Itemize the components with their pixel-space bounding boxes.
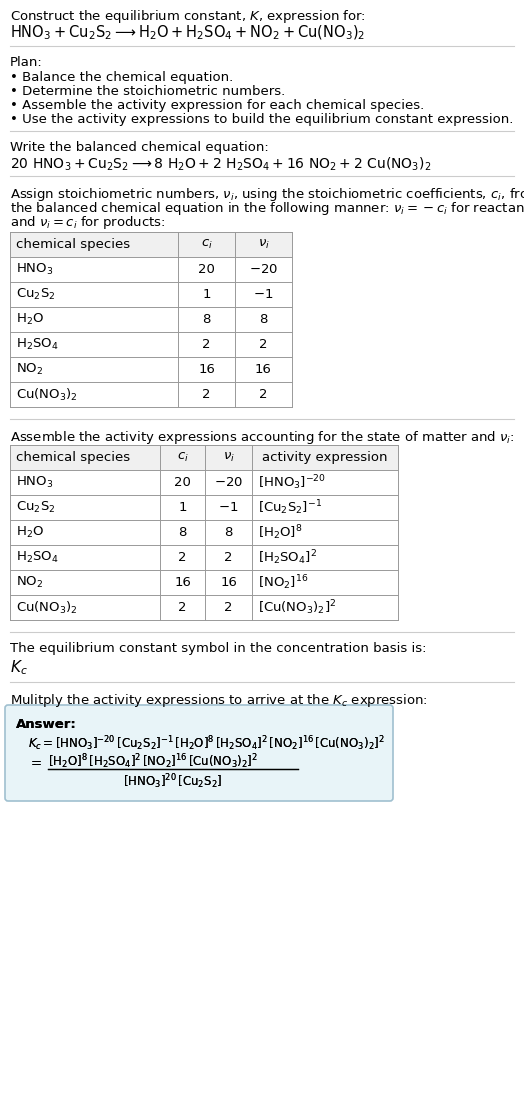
Text: $K_c = [\mathrm{HNO_3}]^{-20}\,[\mathrm{Cu_2S_2}]^{-1}\,[\mathrm{H_2O}]^{8}\,[\m: $K_c = [\mathrm{HNO_3}]^{-20}\,[\mathrm{… bbox=[28, 734, 385, 753]
Text: 16: 16 bbox=[198, 364, 215, 376]
Text: The equilibrium constant symbol in the concentration basis is:: The equilibrium constant symbol in the c… bbox=[10, 642, 427, 655]
Bar bbox=[10, 232, 292, 257]
Text: 2: 2 bbox=[202, 338, 211, 351]
Text: $\mathrm{Cu(NO_3)_2}$: $\mathrm{Cu(NO_3)_2}$ bbox=[16, 387, 78, 402]
Text: $[\mathrm{H_2O}]^{8}$: $[\mathrm{H_2O}]^{8}$ bbox=[258, 523, 302, 541]
Text: 20: 20 bbox=[198, 263, 215, 276]
Text: 2: 2 bbox=[178, 601, 187, 614]
Text: Write the balanced chemical equation:: Write the balanced chemical equation: bbox=[10, 141, 269, 154]
Text: $\nu_i$: $\nu_i$ bbox=[257, 238, 269, 251]
Text: Construct the equilibrium constant, $K$, expression for:: Construct the equilibrium constant, $K$,… bbox=[10, 8, 366, 25]
Text: 2: 2 bbox=[178, 551, 187, 564]
Text: 16: 16 bbox=[174, 576, 191, 589]
Bar bbox=[10, 445, 398, 470]
Text: $-1$: $-1$ bbox=[253, 288, 274, 301]
Text: $[\mathrm{HNO_3}]^{20}\,[\mathrm{Cu_2S_2}]$: $[\mathrm{HNO_3}]^{20}\,[\mathrm{Cu_2S_2… bbox=[123, 772, 223, 791]
Text: chemical species: chemical species bbox=[16, 451, 130, 464]
Text: $\mathrm{HNO_3 + Cu_2S_2 \longrightarrow H_2O + H_2SO_4 + NO_2 + Cu(NO_3)_2}$: $\mathrm{HNO_3 + Cu_2S_2 \longrightarrow… bbox=[10, 24, 365, 42]
Text: 1: 1 bbox=[202, 288, 211, 301]
Text: $[\mathrm{HNO_3}]^{20}\,[\mathrm{Cu_2S_2}]$: $[\mathrm{HNO_3}]^{20}\,[\mathrm{Cu_2S_2… bbox=[123, 772, 223, 791]
Text: $\mathrm{NO_2}$: $\mathrm{NO_2}$ bbox=[16, 362, 43, 377]
Text: 2: 2 bbox=[224, 551, 233, 564]
Text: $\mathrm{H_2SO_4}$: $\mathrm{H_2SO_4}$ bbox=[16, 337, 59, 352]
Text: 8: 8 bbox=[202, 313, 211, 326]
Text: 16: 16 bbox=[255, 364, 272, 376]
Text: $\mathrm{Cu_2S_2}$: $\mathrm{Cu_2S_2}$ bbox=[16, 287, 56, 302]
Text: $[\mathrm{HNO_3}]^{-20}$: $[\mathrm{HNO_3}]^{-20}$ bbox=[258, 473, 326, 492]
FancyBboxPatch shape bbox=[5, 705, 393, 801]
Text: 20: 20 bbox=[174, 476, 191, 490]
Text: $[\mathrm{H_2O}]^{8}\,[\mathrm{H_2SO_4}]^{2}\,[\mathrm{NO_2}]^{16}\,[\mathrm{Cu(: $[\mathrm{H_2O}]^{8}\,[\mathrm{H_2SO_4}]… bbox=[48, 753, 258, 770]
Text: Answer:: Answer: bbox=[16, 718, 77, 732]
Text: $=$: $=$ bbox=[28, 756, 42, 768]
Text: Assemble the activity expressions accounting for the state of matter and $\nu_i$: Assemble the activity expressions accoun… bbox=[10, 429, 515, 446]
Text: and $\nu_i = c_i$ for products:: and $\nu_i = c_i$ for products: bbox=[10, 214, 166, 231]
Text: $[\mathrm{Cu_2S_2}]^{-1}$: $[\mathrm{Cu_2S_2}]^{-1}$ bbox=[258, 498, 322, 517]
Text: $\mathrm{H_2SO_4}$: $\mathrm{H_2SO_4}$ bbox=[16, 550, 59, 565]
Text: • Balance the chemical equation.: • Balance the chemical equation. bbox=[10, 71, 233, 84]
Text: Answer:: Answer: bbox=[16, 718, 77, 732]
Text: $\mathrm{H_2O}$: $\mathrm{H_2O}$ bbox=[16, 312, 44, 327]
Text: • Use the activity expressions to build the equilibrium constant expression.: • Use the activity expressions to build … bbox=[10, 113, 514, 126]
Text: $-20$: $-20$ bbox=[249, 263, 278, 276]
Text: $\mathrm{HNO_3}$: $\mathrm{HNO_3}$ bbox=[16, 262, 53, 277]
Text: $[\mathrm{H_2O}]^{8}\,[\mathrm{H_2SO_4}]^{2}\,[\mathrm{NO_2}]^{16}\,[\mathrm{Cu(: $[\mathrm{H_2O}]^{8}\,[\mathrm{H_2SO_4}]… bbox=[48, 753, 258, 770]
Text: activity expression: activity expression bbox=[262, 451, 388, 464]
Text: $K_c$: $K_c$ bbox=[10, 657, 28, 676]
Text: 1: 1 bbox=[178, 501, 187, 514]
Text: the balanced chemical equation in the following manner: $\nu_i = -c_i$ for react: the balanced chemical equation in the fo… bbox=[10, 200, 524, 217]
Text: Mulitply the activity expressions to arrive at the $K_c$ expression:: Mulitply the activity expressions to arr… bbox=[10, 692, 428, 709]
Text: • Determine the stoichiometric numbers.: • Determine the stoichiometric numbers. bbox=[10, 85, 285, 98]
Text: $=$: $=$ bbox=[28, 756, 42, 768]
Text: Plan:: Plan: bbox=[10, 56, 43, 69]
Text: $[\mathrm{NO_2}]^{16}$: $[\mathrm{NO_2}]^{16}$ bbox=[258, 573, 308, 592]
Text: $\mathrm{NO_2}$: $\mathrm{NO_2}$ bbox=[16, 575, 43, 590]
Text: 16: 16 bbox=[220, 576, 237, 589]
Text: $\mathrm{H_2O}$: $\mathrm{H_2O}$ bbox=[16, 525, 44, 540]
Text: $\mathrm{HNO_3}$: $\mathrm{HNO_3}$ bbox=[16, 475, 53, 490]
Text: $[\mathrm{Cu(NO_3)_2}]^{2}$: $[\mathrm{Cu(NO_3)_2}]^{2}$ bbox=[258, 598, 336, 617]
Text: $K_c = [\mathrm{HNO_3}]^{-20}\,[\mathrm{Cu_2S_2}]^{-1}\,[\mathrm{H_2O}]^{8}\,[\m: $K_c = [\mathrm{HNO_3}]^{-20}\,[\mathrm{… bbox=[28, 734, 385, 753]
Text: chemical species: chemical species bbox=[16, 238, 130, 251]
Text: 8: 8 bbox=[178, 526, 187, 539]
Text: $\mathrm{20\ HNO_3 + Cu_2S_2 \longrightarrow 8\ H_2O + 2\ H_2SO_4 + 16\ NO_2 + 2: $\mathrm{20\ HNO_3 + Cu_2S_2 \longrighta… bbox=[10, 156, 431, 173]
Text: Assign stoichiometric numbers, $\nu_i$, using the stoichiometric coefficients, $: Assign stoichiometric numbers, $\nu_i$, … bbox=[10, 186, 524, 203]
Text: $c_i$: $c_i$ bbox=[177, 451, 189, 464]
Text: $c_i$: $c_i$ bbox=[201, 238, 212, 251]
Text: 2: 2 bbox=[259, 338, 268, 351]
Text: • Assemble the activity expression for each chemical species.: • Assemble the activity expression for e… bbox=[10, 99, 424, 112]
Text: 8: 8 bbox=[259, 313, 268, 326]
Text: $-20$: $-20$ bbox=[214, 476, 243, 490]
Text: 2: 2 bbox=[259, 388, 268, 401]
Text: 2: 2 bbox=[202, 388, 211, 401]
Text: 2: 2 bbox=[224, 601, 233, 614]
Text: $[\mathrm{H_2SO_4}]^{2}$: $[\mathrm{H_2SO_4}]^{2}$ bbox=[258, 548, 317, 567]
Text: $-1$: $-1$ bbox=[219, 501, 238, 514]
Text: $\nu_i$: $\nu_i$ bbox=[223, 451, 234, 464]
Text: $\mathrm{Cu(NO_3)_2}$: $\mathrm{Cu(NO_3)_2}$ bbox=[16, 599, 78, 615]
Text: $\mathrm{Cu_2S_2}$: $\mathrm{Cu_2S_2}$ bbox=[16, 499, 56, 515]
Text: 8: 8 bbox=[224, 526, 233, 539]
